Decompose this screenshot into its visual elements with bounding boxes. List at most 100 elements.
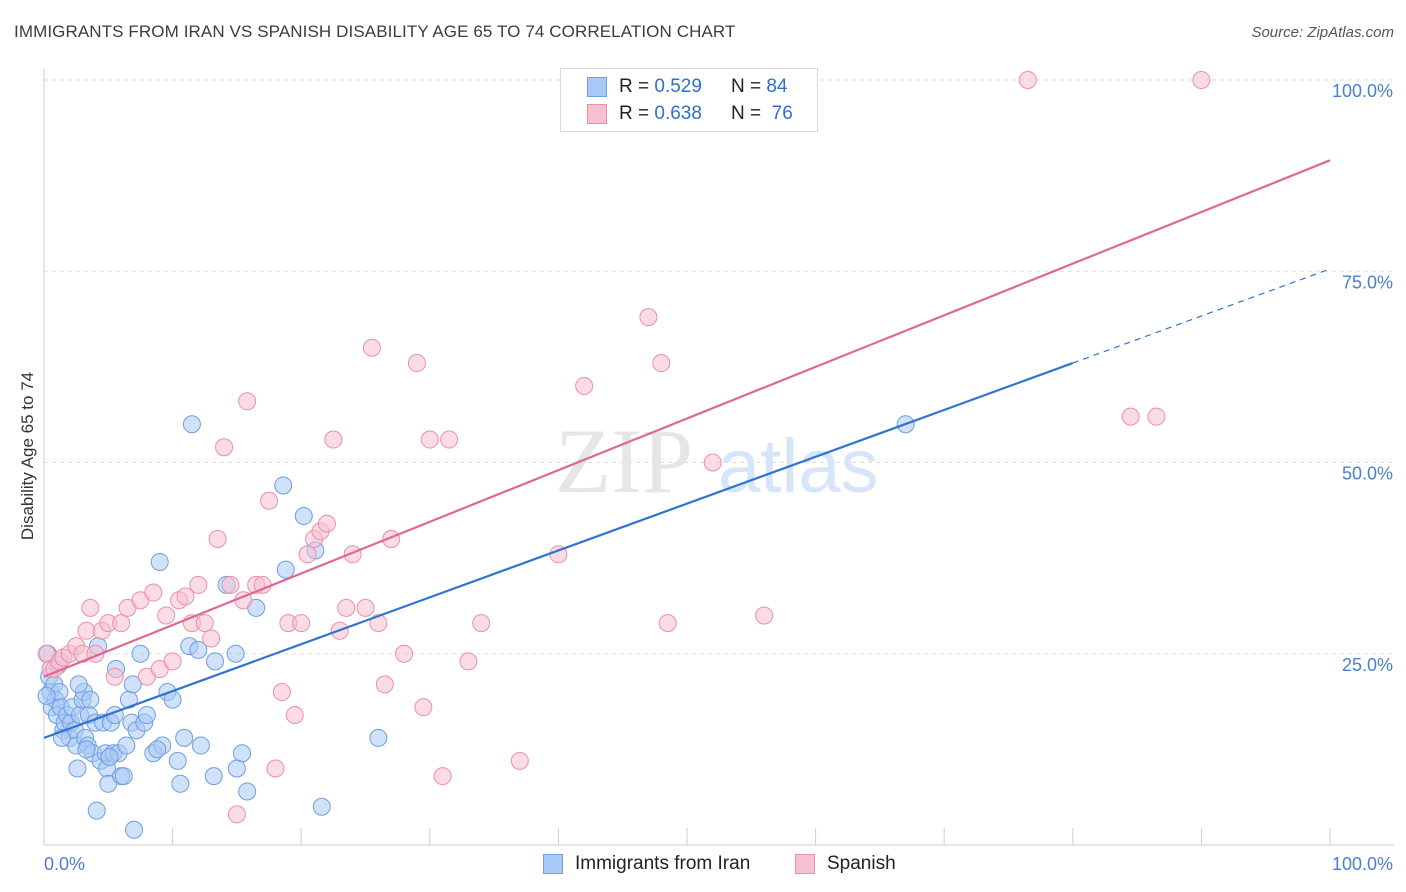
iran-point — [37, 686, 56, 705]
iran-point — [227, 759, 246, 778]
iran-point — [137, 705, 156, 724]
spanish-swatch — [587, 104, 607, 124]
spanish-point — [1121, 407, 1140, 426]
spanish-point — [105, 667, 124, 686]
spanish-point — [285, 705, 304, 724]
spanish-point — [208, 530, 227, 548]
bottom-legend-label: Immigrants from Iran — [575, 853, 751, 874]
spanish-point — [189, 575, 208, 594]
regression-lines — [43, 159, 1331, 739]
watermark-atlas: atlas — [718, 424, 879, 509]
spanish-point — [356, 598, 375, 617]
iran-swatch — [587, 77, 607, 97]
n-value: 84 — [766, 76, 788, 97]
spanish-point — [176, 587, 195, 606]
iran-swatch — [543, 854, 563, 874]
x-tick-label: 100.0% — [1332, 854, 1393, 874]
axes — [43, 68, 1394, 846]
spanish-point — [1018, 71, 1037, 89]
watermark-zip: ZIP — [555, 410, 693, 512]
bottom-legend-iran: Immigrants from Iran — [543, 852, 750, 876]
spanish-point — [420, 430, 439, 449]
y-tick-label: 50.0% — [1342, 464, 1393, 484]
y-tick-label: 100.0% — [1332, 81, 1393, 101]
iran-point — [274, 476, 293, 495]
iran-points — [37, 415, 915, 839]
iran-point — [117, 736, 136, 755]
iran-point — [69, 675, 88, 694]
spanish-point — [337, 598, 356, 617]
spanish-point — [260, 491, 279, 510]
spanish-point — [755, 606, 774, 625]
iran-point — [226, 644, 245, 663]
gridlines — [44, 79, 1394, 655]
spanish-point — [703, 453, 722, 472]
iran-point — [206, 652, 225, 671]
spanish-point — [272, 683, 291, 701]
spanish-point — [510, 751, 529, 770]
iran-regression-line — [43, 362, 1074, 739]
iran-regression-extension — [1072, 268, 1331, 364]
r-label: R = — [619, 103, 650, 124]
iran-point — [150, 552, 169, 571]
iran-point — [369, 728, 388, 747]
spanish-point — [652, 354, 671, 373]
iran-point — [81, 690, 100, 709]
spanish-point — [1192, 71, 1211, 89]
iran-point — [100, 748, 119, 767]
iran-point — [189, 640, 208, 659]
spanish-point — [215, 438, 234, 457]
spanish-point — [227, 805, 246, 824]
spanish-point — [144, 583, 163, 602]
y-tick-label: 75.0% — [1342, 272, 1393, 292]
iran-point — [68, 759, 87, 778]
iran-point — [238, 782, 257, 801]
spanish-point — [459, 652, 478, 671]
n-label: N = — [730, 76, 762, 97]
r-label: R = — [619, 76, 650, 97]
spanish-point — [407, 354, 426, 373]
legend-row-spanish: R = 0.638 N = 76 — [587, 102, 793, 126]
spanish-point — [472, 614, 491, 633]
spanish-point — [195, 614, 214, 633]
chart-title: IMMIGRANTS FROM IRAN VS SPANISH DISABILI… — [14, 22, 736, 41]
r-value: 0.638 — [654, 103, 702, 124]
iran-point — [204, 767, 223, 786]
n-label: N = — [730, 103, 762, 124]
iran-point — [171, 774, 190, 793]
iran-point — [294, 507, 313, 526]
spanish-point — [414, 698, 433, 717]
spanish-regression-line — [43, 159, 1331, 678]
iran-point — [125, 820, 144, 839]
r-value: 0.529 — [654, 76, 702, 97]
spanish-points — [37, 71, 1211, 824]
spanish-point — [266, 759, 285, 778]
spanish-point — [157, 606, 176, 625]
iran-point — [182, 415, 201, 434]
iran-point — [312, 797, 331, 816]
bottom-legend-spanish: Spanish — [795, 852, 896, 876]
spanish-point — [112, 614, 131, 633]
spanish-point — [639, 308, 658, 327]
spanish-point — [81, 598, 100, 617]
spanish-point — [395, 644, 414, 663]
spanish-point — [163, 652, 182, 671]
iran-point — [233, 744, 252, 763]
iran-point — [114, 767, 133, 786]
iran-point — [168, 751, 187, 770]
spanish-point — [658, 614, 677, 633]
spanish-point — [292, 614, 311, 633]
source-label: Source: ZipAtlas.com — [1251, 24, 1394, 41]
spanish-point — [369, 614, 388, 633]
tick-labels: 25.0% 50.0% 75.0% 100.0% 0.0% 100.0% — [44, 81, 1393, 874]
iran-point — [148, 740, 167, 759]
spanish-point — [221, 575, 240, 594]
n-value: 76 — [771, 103, 793, 124]
iran-point — [123, 675, 142, 694]
spanish-point — [440, 430, 459, 449]
watermark: ZIP atlas — [555, 410, 879, 512]
spanish-point — [298, 545, 317, 564]
spanish-point — [433, 767, 452, 786]
spanish-point — [575, 377, 594, 395]
